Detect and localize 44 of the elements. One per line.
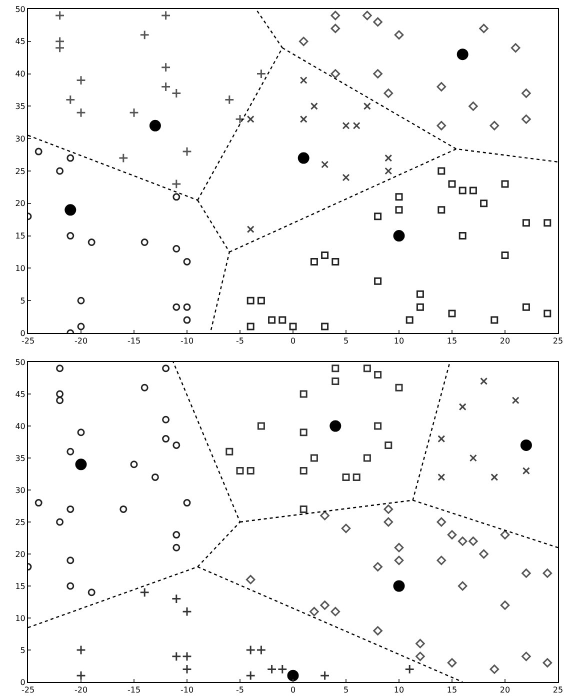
y-tick-label: 0: [20, 328, 26, 338]
y-tick-label: 15: [15, 582, 26, 591]
x-tick-label: 0: [290, 336, 296, 346]
x-tick-label: 20: [500, 686, 510, 695]
y-tick-label: 35: [15, 454, 26, 463]
x-tick-label: -25: [21, 686, 35, 695]
x-tick-label: -5: [236, 336, 244, 346]
y-tick-label: 20: [15, 550, 26, 559]
x-tick-label: -15: [127, 336, 141, 346]
y-tick-label: 45: [15, 390, 26, 399]
y-tick-label: 0: [20, 678, 26, 687]
x-tick-label: -10: [180, 336, 194, 346]
x-tick-label: 0: [290, 686, 296, 695]
y-tick-label: 40: [15, 422, 26, 431]
x-tick-label: 10: [394, 686, 404, 695]
y-tick-label: 40: [15, 70, 26, 79]
x-tick-label: 15: [446, 336, 458, 346]
y-tick-label: 45: [15, 37, 26, 46]
y-tick-label: 30: [15, 134, 26, 144]
y-tick-label: 25: [15, 166, 26, 176]
y-tick-label: 25: [15, 518, 26, 527]
y-tick-label: 5: [20, 646, 26, 655]
x-tick-label: 15: [446, 686, 458, 695]
y-tick-label: 5: [20, 296, 26, 306]
x-tick-label: 10: [394, 336, 404, 346]
x-tick-label: 25: [552, 686, 564, 695]
y-tick-label: 35: [15, 102, 26, 111]
x-tick-label: -25: [21, 336, 35, 346]
y-tick-label: 10: [15, 264, 26, 273]
x-tick-label: -20: [74, 686, 88, 695]
y-tick-label: 20: [15, 199, 26, 208]
y-tick-label: 15: [15, 232, 26, 241]
x-tick-label: -5: [236, 686, 244, 695]
x-tick-label: -20: [74, 336, 88, 346]
x-tick-label: 20: [500, 336, 510, 346]
x-tick-label: 5: [343, 336, 349, 346]
x-tick-label: -10: [180, 686, 194, 695]
y-tick-label: 50: [15, 358, 26, 367]
x-tick-label: 25: [552, 336, 564, 346]
y-tick-label: 10: [15, 614, 26, 623]
y-tick-label: 30: [15, 486, 26, 495]
x-tick-label: 5: [343, 686, 349, 695]
x-tick-label: -15: [127, 686, 141, 695]
y-tick-label: 50: [15, 4, 26, 14]
